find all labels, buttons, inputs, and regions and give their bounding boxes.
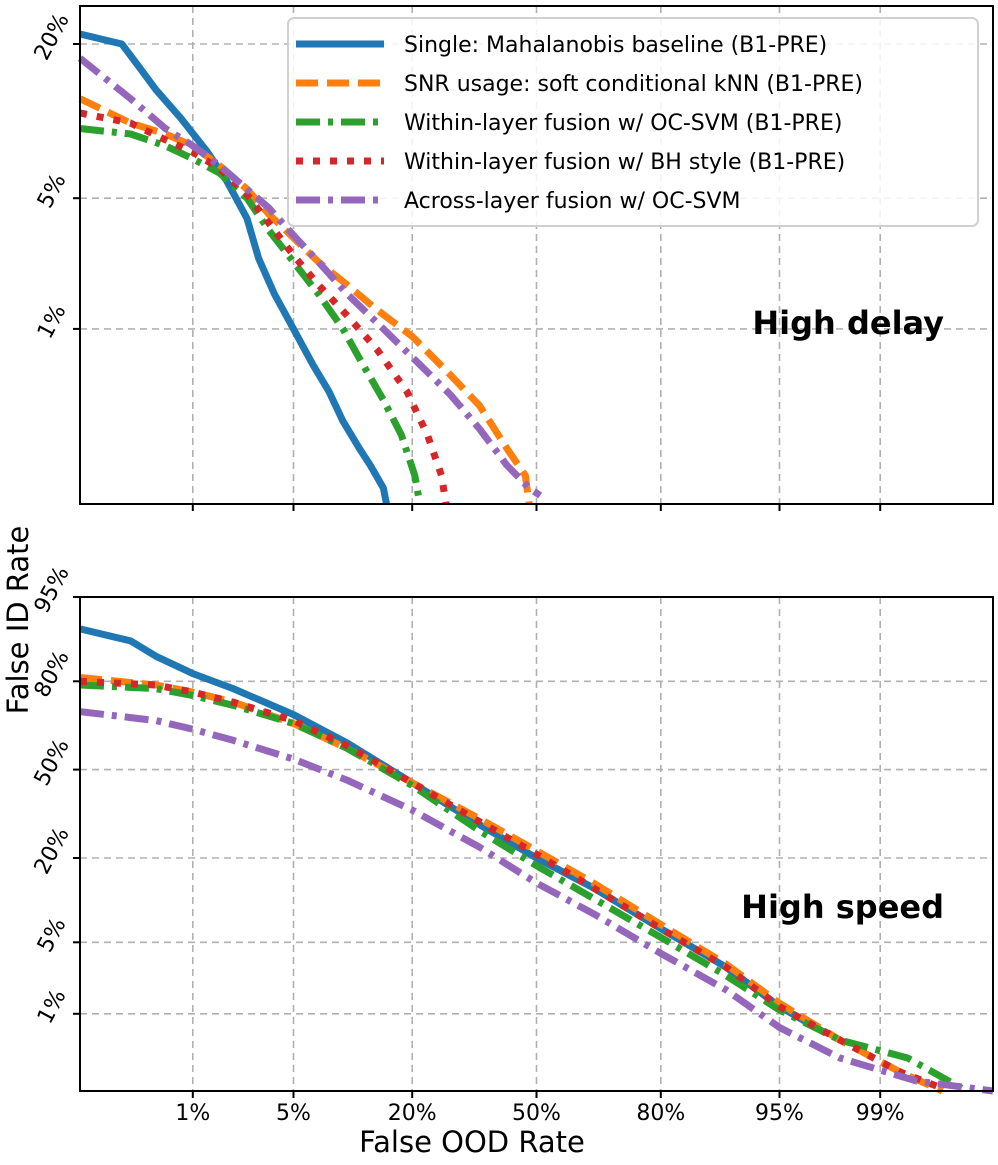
series-line-high-delay-1 xyxy=(79,30,390,505)
series-line-high-delay-5 xyxy=(77,55,543,499)
series-group-high-delay xyxy=(77,30,543,505)
panel-high-speed: 1% 5% 20% 50% 80% 95% 1% 5% 20% 50% 80% 95% 99% Hig… xyxy=(30,562,994,1126)
x-tick-label: 80% xyxy=(636,1101,685,1126)
series-line-high-speed-4 xyxy=(79,677,944,1092)
series-line-high-delay-2 xyxy=(78,95,533,505)
series-line-high-delay-3 xyxy=(79,125,424,505)
x-tick-label: 1% xyxy=(175,1101,210,1126)
x-tick-label: 20% xyxy=(388,1101,437,1126)
legend: Single: Mahalanobis baseline (B1-PRE) SNR… xyxy=(287,17,979,227)
x-axis-label: False OOD Rate xyxy=(359,1125,585,1159)
x-ticks-high-delay xyxy=(191,504,882,511)
y-axis-label: False ID Rate xyxy=(1,526,35,715)
legend-label: SNR usage: soft conditional kNN (B1-PRE) xyxy=(404,72,863,97)
legend-label: Single: Mahalanobis baseline (B1-PRE) xyxy=(404,33,827,58)
x-tick-label: 5% xyxy=(276,1101,311,1126)
legend-label: Within-layer fusion w/ BH style (B1-PRE) xyxy=(404,150,845,175)
grid-high-speed xyxy=(80,596,993,1091)
legend-label: Within-layer fusion w/ OC-SVM (B1-PRE) xyxy=(404,111,842,136)
axes-frame-high-speed xyxy=(79,596,994,1092)
x-tick-label: 95% xyxy=(755,1101,804,1126)
series-group-high-speed xyxy=(79,625,994,1095)
x-tick-label: 50% xyxy=(512,1101,561,1126)
axes-frame-high-delay xyxy=(79,5,994,505)
panel-title-high-delay: High delay xyxy=(752,304,944,342)
series-line-high-speed-5 xyxy=(79,708,994,1095)
legend-box xyxy=(287,17,979,227)
panel-title-high-speed: High speed xyxy=(741,888,944,926)
x-ticks-high-speed: 1% 5% 20% 50% 80% 95% 99% xyxy=(175,1091,905,1126)
x-tick-label: 99% xyxy=(856,1101,905,1126)
legend-label: Across-layer fusion w/ OC-SVM xyxy=(404,189,741,214)
